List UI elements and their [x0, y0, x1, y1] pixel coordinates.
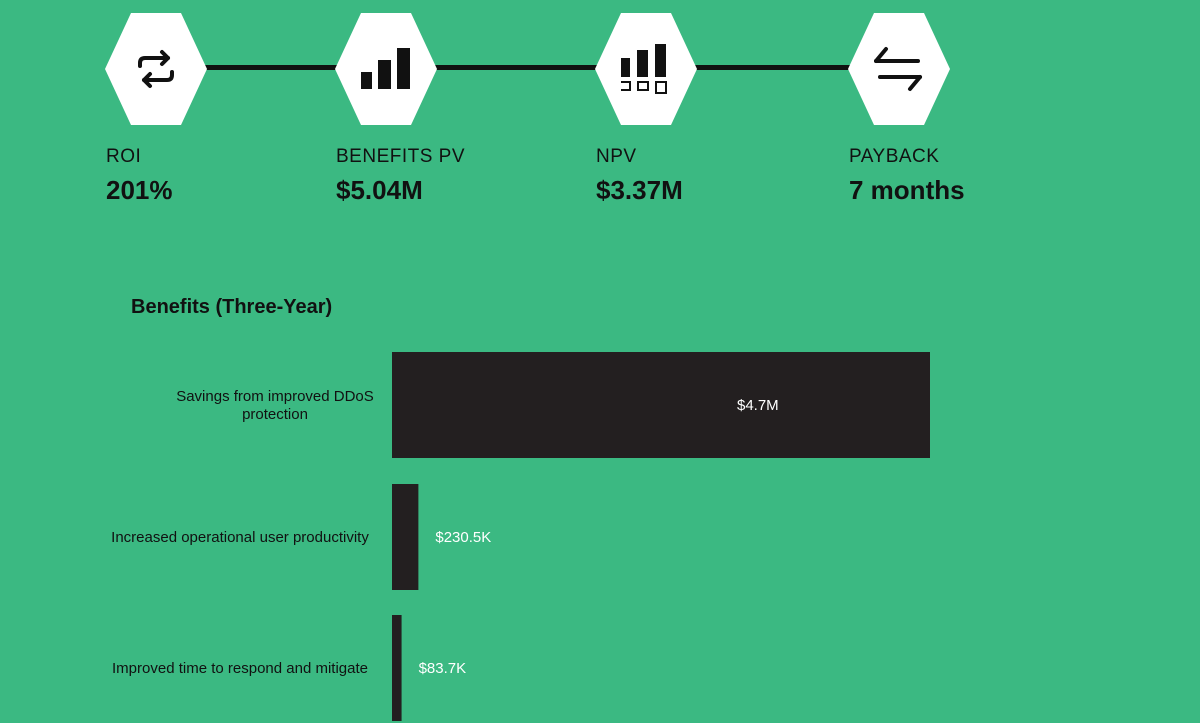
- hexagon-badge: [848, 13, 950, 125]
- repeat-arrows-icon: [138, 50, 174, 88]
- hexagon-badge: [335, 13, 437, 125]
- metric-value: $3.37M: [596, 175, 683, 205]
- chart-title: Benefits (Three-Year): [131, 296, 333, 318]
- metric-value: $5.04M: [336, 175, 423, 205]
- metrics-connector-line: [150, 65, 900, 70]
- category-label: Improved time to respond and mitigate: [112, 660, 368, 677]
- benefits-bar-chart: Savings from improved DDoS protection $4.7…: [111, 352, 930, 721]
- hexagon-badge: [595, 13, 697, 125]
- category-label-line: Increased operational user productivity: [111, 529, 369, 546]
- metric-benefits-pv: BENEFITS PV $5.04M: [335, 13, 555, 205]
- metric-label: NPV: [596, 146, 637, 167]
- bar-2: [392, 615, 402, 721]
- exchange-arrows-icon: [874, 47, 922, 91]
- bar-chart-icon: [361, 48, 410, 89]
- metric-label: PAYBACK: [849, 146, 940, 167]
- category-label: Increased operational user productivity: [111, 529, 369, 546]
- category-label-line: Improved time to respond and mitigate: [112, 660, 368, 677]
- category-label-line: protection: [242, 406, 308, 423]
- metric-npv: NPV $3.37M: [595, 13, 815, 205]
- value-label: $230.5K: [435, 529, 491, 546]
- metric-value: 7 months: [849, 175, 965, 205]
- value-label: $83.7K: [419, 660, 467, 677]
- metric-label: ROI: [106, 146, 142, 167]
- metric-label: BENEFITS PV: [336, 146, 466, 167]
- bar-chart-boxes-icon: [621, 44, 667, 94]
- metric-roi: ROI 201%: [105, 13, 325, 205]
- bar-0: [392, 352, 930, 458]
- category-label: Savings from improved DDoS protection: [176, 388, 374, 423]
- metric-payback: PAYBACK 7 months: [848, 13, 1068, 205]
- bar-1: [392, 484, 419, 590]
- category-label-line: Savings from improved DDoS: [176, 388, 374, 405]
- value-label: $4.7M: [737, 397, 779, 414]
- metric-value: 201%: [106, 175, 173, 205]
- hexagon-badge: [105, 13, 207, 125]
